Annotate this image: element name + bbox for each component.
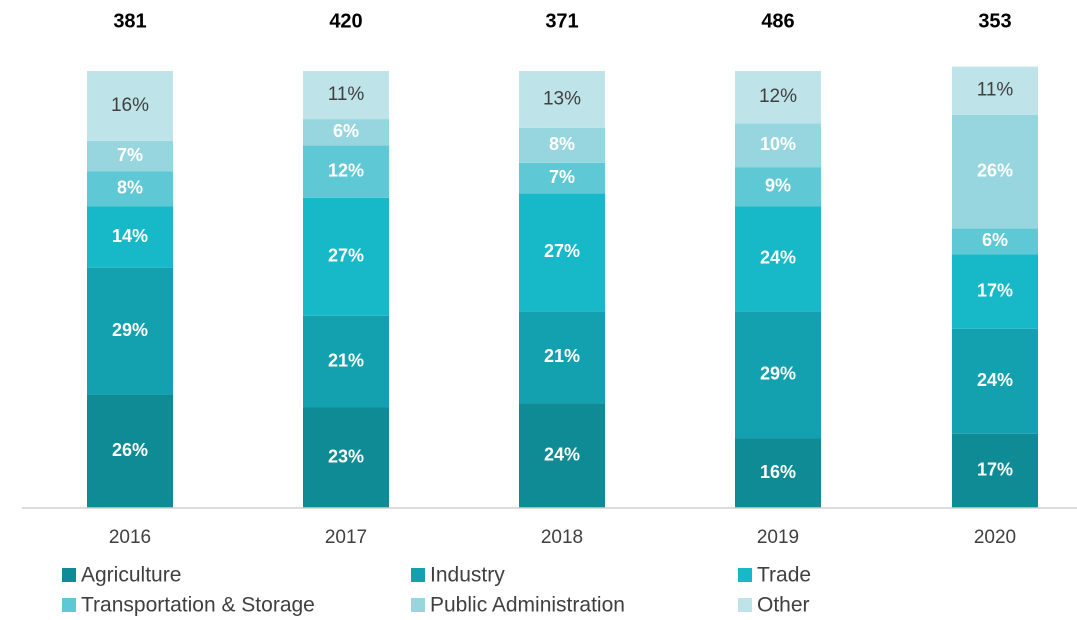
legend-label: Transportation & Storage	[81, 594, 315, 617]
value-label: 26%	[977, 160, 1013, 180]
bar-segment	[519, 193, 605, 312]
bar-segment	[519, 71, 605, 128]
bar-segment	[303, 407, 389, 508]
bar-segment	[303, 71, 389, 120]
bar-segment	[735, 123, 821, 168]
bar-segment	[519, 162, 605, 194]
bar-segment	[87, 171, 173, 207]
x-tick-label: 2019	[757, 527, 799, 548]
x-tick-label: 2017	[325, 527, 367, 548]
value-label: 24%	[760, 248, 796, 268]
legend-label: Agriculture	[81, 564, 181, 587]
value-label: 26%	[112, 440, 148, 460]
bar-segment	[952, 433, 1038, 508]
value-label: 24%	[977, 370, 1013, 390]
total-label: 381	[113, 10, 146, 32]
legend-marker	[62, 598, 76, 612]
bar-segment	[87, 140, 173, 172]
bar-segment	[952, 228, 1038, 255]
bar-segment	[303, 145, 389, 198]
legend-label: Other	[757, 594, 810, 617]
value-label: 13%	[543, 88, 581, 109]
bar-segment	[735, 438, 821, 508]
bar-segment	[735, 206, 821, 312]
bar-segment	[735, 311, 821, 439]
legend-label: Trade	[757, 564, 811, 587]
bar-segment	[87, 394, 173, 508]
bar-segment	[519, 311, 605, 404]
bar-segment	[87, 267, 173, 395]
bar-segment	[519, 403, 605, 508]
value-label: 6%	[982, 230, 1008, 250]
bar-segment	[952, 254, 1038, 329]
value-label: 21%	[544, 346, 580, 366]
legend-marker	[738, 568, 752, 582]
value-label: 11%	[328, 84, 365, 105]
value-label: 24%	[544, 444, 580, 464]
value-label: 6%	[333, 121, 359, 141]
value-label: 8%	[117, 178, 143, 198]
legend-marker	[411, 598, 425, 612]
bar-segment	[519, 127, 605, 163]
bar-segment	[303, 315, 389, 408]
bar-segment	[87, 71, 173, 141]
x-tick-label: 2016	[109, 527, 151, 548]
value-label: 7%	[549, 167, 575, 187]
value-label: 11%	[977, 80, 1014, 101]
value-label: 16%	[111, 95, 149, 116]
bar-segment	[952, 328, 1038, 434]
value-label: 27%	[328, 245, 364, 265]
value-label: 17%	[977, 460, 1013, 480]
bar-segment	[952, 66, 1038, 115]
value-label: 9%	[765, 176, 791, 196]
value-label: 27%	[544, 241, 580, 261]
value-label: 29%	[760, 363, 796, 383]
value-label: 10%	[760, 134, 796, 154]
bar-segment	[87, 206, 173, 268]
value-label: 8%	[549, 134, 575, 154]
total-label: 420	[329, 10, 362, 32]
legend-marker	[738, 598, 752, 612]
value-label: 16%	[760, 462, 796, 482]
bar-segment	[303, 119, 389, 146]
x-tick-label: 2018	[541, 527, 583, 548]
bar-segment	[303, 197, 389, 316]
value-label: 12%	[759, 86, 797, 107]
value-label: 12%	[328, 160, 364, 180]
value-label: 23%	[328, 446, 364, 466]
value-label: 29%	[112, 320, 148, 340]
total-label: 486	[761, 10, 794, 32]
value-label: 21%	[328, 350, 364, 370]
value-label: 17%	[977, 280, 1013, 300]
legend-marker	[62, 568, 76, 582]
total-label: 353	[978, 10, 1011, 32]
bar-segment	[952, 114, 1038, 229]
bar-segment	[735, 167, 821, 207]
bar-segment	[735, 71, 821, 124]
total-label: 371	[545, 10, 578, 32]
x-tick-label: 2020	[974, 527, 1016, 548]
legend-label: Public Administration	[430, 594, 625, 617]
legend-marker	[411, 568, 425, 582]
legend-label: Industry	[430, 564, 505, 587]
value-label: 14%	[112, 226, 148, 246]
value-label: 7%	[117, 145, 143, 165]
